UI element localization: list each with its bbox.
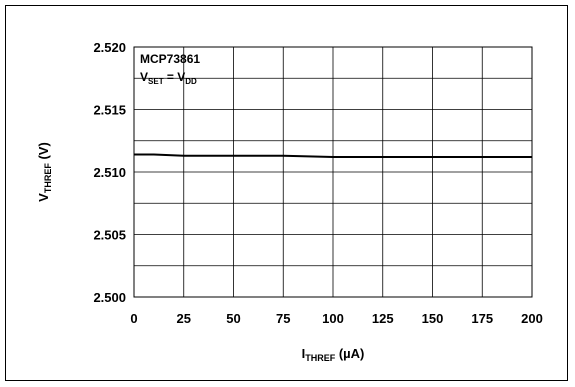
x-tick-label: 0 (130, 311, 137, 326)
x-tick-label: 100 (322, 311, 344, 326)
x-tick-label: 75 (276, 311, 290, 326)
y-tick-label: 2.510 (93, 165, 126, 180)
annotation-device: MCP73861 (140, 52, 200, 66)
y-tick-label: 2.505 (93, 228, 126, 243)
x-tick-label: 25 (177, 311, 191, 326)
series-line (134, 153, 532, 158)
y-tick-label: 2.500 (93, 290, 126, 305)
series-group (134, 153, 532, 158)
x-tick-label: 175 (471, 311, 493, 326)
x-axis-title: ITHREF (µA) (302, 346, 365, 363)
chart-canvas: 0 25 50 75 100 125 150 175 200 2.500 2.505 2.510 2.5… (36, 40, 543, 363)
chart-frame: 0 25 50 75 100 125 150 175 200 2.500 2.505 2.510 2.5… (5, 5, 568, 381)
annotation-condition: VSET = VDD (140, 70, 197, 86)
plot-area (133, 46, 533, 298)
x-tick-label: 200 (521, 311, 543, 326)
y-tick-label: 2.520 (93, 40, 126, 55)
tick-labels: 0 25 50 75 100 125 150 175 200 2.500 2.505 2.510 2.5… (93, 40, 542, 326)
x-tick-label: 125 (372, 311, 394, 326)
x-tick-label: 50 (226, 311, 240, 326)
x-tick-label: 150 (422, 311, 444, 326)
y-axis-title: VTHREF (V) (36, 142, 53, 202)
y-tick-label: 2.515 (93, 103, 126, 118)
